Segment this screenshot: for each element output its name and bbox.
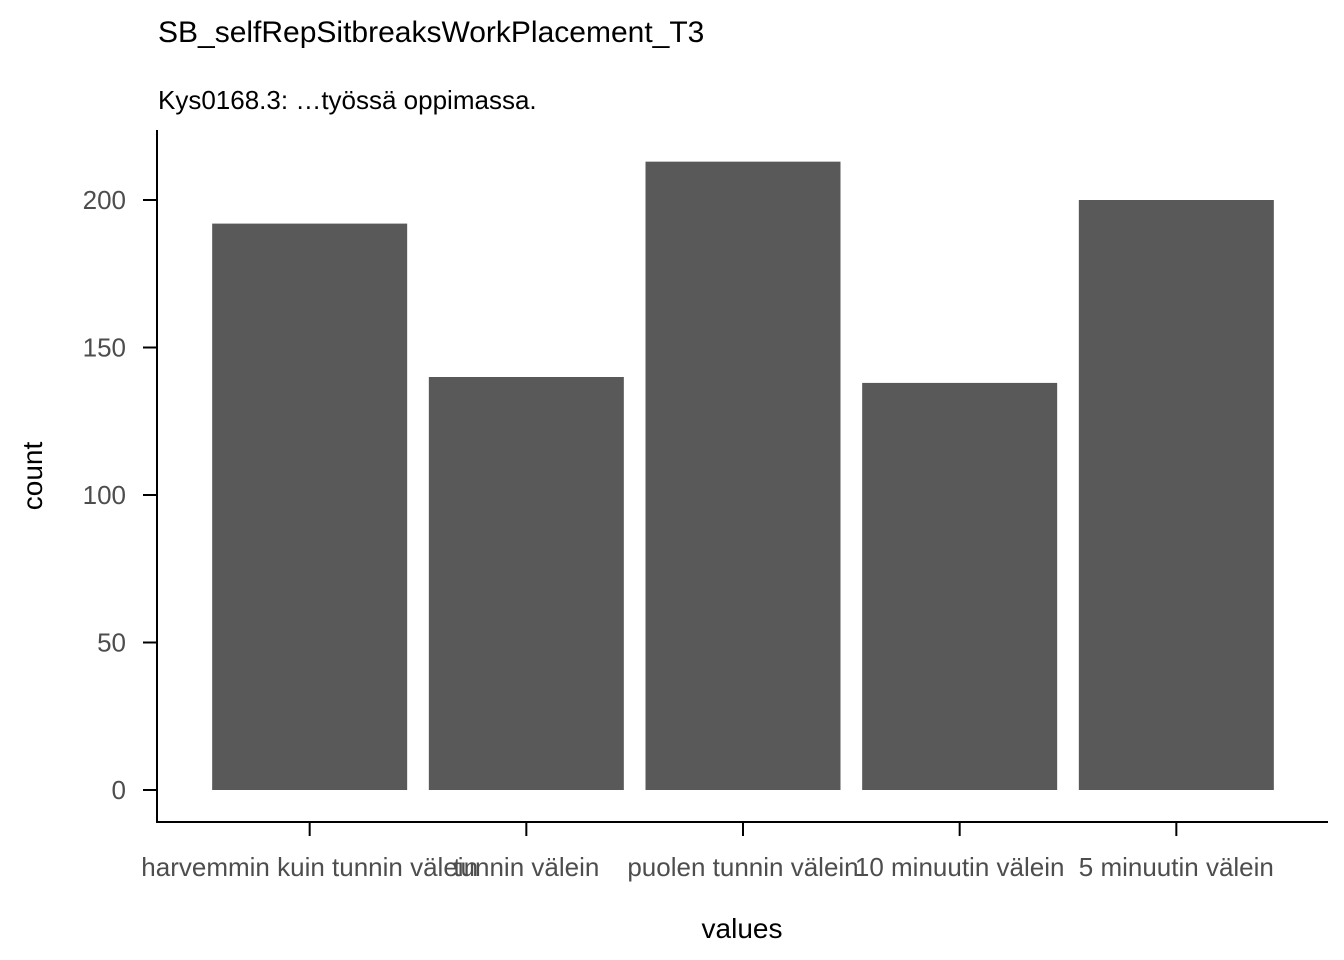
chart-subtitle: Kys0168.3: …työssä oppimassa. [158, 85, 537, 115]
y-tick-label-2: 100 [83, 480, 126, 510]
chart-title: SB_selfRepSitbreaksWorkPlacement_T3 [158, 16, 704, 49]
y-tick-label-0: 0 [112, 775, 126, 805]
y-tick-label-1: 50 [97, 628, 126, 658]
y-axis-ticks: 0 50 100 150 200 [83, 185, 157, 805]
x-tick-label-2: puolen tunnin välein [627, 852, 858, 882]
y-axis-title: count [17, 442, 48, 511]
bar-2 [645, 161, 841, 790]
bars-group [212, 161, 1274, 791]
y-tick-label-3: 150 [83, 333, 126, 363]
x-tick-label-0: harvemmin kuin tunnin välein [141, 852, 478, 882]
bar-3 [862, 382, 1058, 790]
x-tick-label-3: 10 minuutin välein [855, 852, 1065, 882]
y-tick-label-4: 200 [83, 185, 126, 215]
bar-1 [428, 377, 624, 790]
bar-0 [212, 223, 408, 791]
bar-4 [1078, 200, 1274, 790]
x-tick-label-1: tunnin välein [453, 852, 599, 882]
x-tick-label-4: 5 minuutin välein [1079, 852, 1274, 882]
x-axis-title: values [702, 913, 783, 944]
